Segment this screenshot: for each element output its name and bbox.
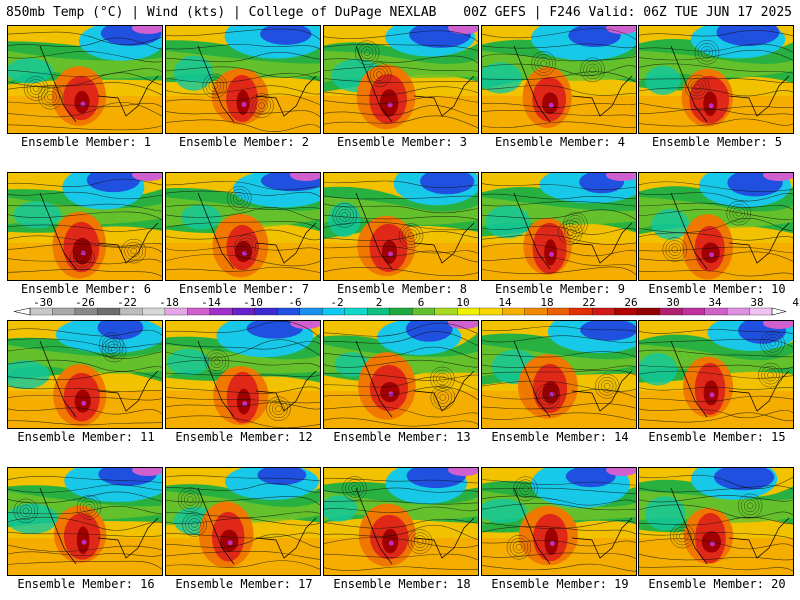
colorbar-segment bbox=[97, 307, 121, 316]
ensemble-member-label: Ensemble Member: 15 bbox=[648, 430, 786, 444]
colorbar-segment bbox=[299, 307, 323, 316]
colorbar-tick-label: 6 bbox=[418, 296, 425, 309]
colorbar-segment bbox=[74, 307, 98, 316]
ensemble-member-label: Ensemble Member: 13 bbox=[333, 430, 471, 444]
colorbar-tick-label: -14 bbox=[201, 296, 221, 309]
colorbar-tick-label: 10 bbox=[456, 296, 469, 309]
colorbar-segment bbox=[29, 307, 53, 316]
colorbar-segment bbox=[659, 307, 683, 316]
colorbar-segment bbox=[636, 307, 661, 316]
colorbar-tick-label: -22 bbox=[117, 296, 137, 309]
map-title: 850mb Temp (°C) | Wind (kts) | College o… bbox=[6, 5, 437, 20]
ensemble-map-panel bbox=[7, 467, 163, 576]
ensemble-member-label: Ensemble Member: 20 bbox=[648, 577, 786, 591]
ensemble-map-panel bbox=[323, 172, 479, 281]
colorbar-segment bbox=[232, 307, 256, 316]
colorbar-segment bbox=[479, 307, 503, 316]
ensemble-member-label: Ensemble Member: 12 bbox=[175, 430, 313, 444]
colorbar-segment bbox=[209, 307, 233, 316]
temperature-colorbar: -30 -26 -22 -18 -14 -10 -6 -2 2 6 10 14 18 22 26 30 34 38… bbox=[13, 296, 800, 316]
ensemble-map-panel bbox=[481, 320, 637, 429]
colorbar-segment bbox=[681, 307, 705, 316]
colorbar-left-arrow bbox=[13, 307, 31, 316]
colorbar-segment bbox=[164, 307, 188, 316]
colorbar-segment bbox=[187, 307, 211, 316]
ensemble-member-label: Ensemble Member: 3 bbox=[336, 135, 468, 149]
colorbar-tick-label: -18 bbox=[159, 296, 179, 309]
ensemble-member-label: Ensemble Member: 1 bbox=[20, 135, 152, 149]
ensemble-member-label: Ensemble Member: 17 bbox=[175, 577, 313, 591]
colorbar-tick-label: 30 bbox=[666, 296, 679, 309]
ensemble-map-panel bbox=[481, 467, 637, 576]
ensemble-member-label: Ensemble Member: 18 bbox=[333, 577, 471, 591]
colorbar-tick-label: -6 bbox=[288, 296, 301, 309]
ensemble-map-panel bbox=[323, 320, 479, 429]
colorbar-segment bbox=[52, 307, 76, 316]
colorbar-right-arrow bbox=[771, 307, 787, 316]
ensemble-member-label: Ensemble Member: 9 bbox=[494, 282, 626, 296]
ensemble-member-label: Ensemble Member: 5 bbox=[651, 135, 783, 149]
colorbar-segment bbox=[614, 307, 638, 316]
colorbar-tick-label: 2 bbox=[376, 296, 383, 309]
colorbar-segment bbox=[524, 307, 548, 316]
ensemble-member-label: Ensemble Member: 14 bbox=[491, 430, 629, 444]
colorbar-tick-label: 14 bbox=[498, 296, 512, 309]
ensemble-member-label: Ensemble Member: 2 bbox=[178, 135, 310, 149]
ensemble-map-panel bbox=[323, 467, 479, 576]
colorbar-tick-label: -10 bbox=[243, 296, 263, 309]
colorbar-tick-label: 34 bbox=[708, 296, 722, 309]
colorbar-tick-label: 18 bbox=[540, 296, 553, 309]
ensemble-map-panel bbox=[323, 25, 479, 134]
colorbar-segment bbox=[502, 307, 526, 316]
colorbar-segment bbox=[591, 307, 616, 316]
ensemble-map-panel bbox=[638, 320, 794, 429]
ensemble-map-panel bbox=[165, 172, 321, 281]
colorbar-segment bbox=[547, 307, 571, 316]
colorbar-segment bbox=[704, 307, 728, 316]
ensemble-member-label: Ensemble Member: 10 bbox=[648, 282, 786, 296]
colorbar-segment bbox=[749, 307, 773, 316]
ensemble-member-label: Ensemble Member: 4 bbox=[494, 135, 626, 149]
colorbar-segment bbox=[254, 307, 278, 316]
colorbar-segment bbox=[119, 307, 143, 316]
ensemble-map-panel bbox=[165, 25, 321, 134]
colorbar-segment bbox=[457, 307, 481, 316]
ensemble-map-panel bbox=[7, 320, 163, 429]
ensemble-map-panel bbox=[165, 320, 321, 429]
model-run-info: 00Z GEFS | F246 Valid: 06Z TUE JUN 17 20… bbox=[463, 5, 792, 20]
colorbar-segment bbox=[277, 307, 301, 316]
ensemble-member-label: Ensemble Member: 19 bbox=[491, 577, 629, 591]
colorbar-segment bbox=[344, 307, 368, 316]
colorbar-tick-label: -30 bbox=[33, 296, 53, 309]
colorbar-segment bbox=[569, 307, 593, 316]
colorbar-segment bbox=[367, 307, 391, 316]
colorbar-segment bbox=[412, 307, 436, 316]
ensemble-map-panel bbox=[7, 172, 163, 281]
ensemble-map-panel bbox=[481, 25, 637, 134]
ensemble-member-label: Ensemble Member: 16 bbox=[17, 577, 155, 591]
colorbar-segment bbox=[142, 307, 166, 316]
colorbar-tick-label: 22 bbox=[582, 296, 595, 309]
ensemble-map-panel bbox=[638, 172, 794, 281]
colorbar-segment bbox=[389, 307, 413, 316]
ensemble-map-panel bbox=[481, 172, 637, 281]
ensemble-map-panel bbox=[7, 25, 163, 134]
colorbar-segment bbox=[434, 307, 458, 316]
colorbar-tick-label: -26 bbox=[75, 296, 95, 309]
ensemble-map-panel bbox=[165, 467, 321, 576]
ensemble-member-label: Ensemble Member: 8 bbox=[336, 282, 468, 296]
ensemble-map-panel bbox=[638, 25, 794, 134]
ensemble-map-panel bbox=[638, 467, 794, 576]
colorbar-tick-label: 26 bbox=[624, 296, 637, 309]
colorbar-segment bbox=[726, 307, 750, 316]
ensemble-member-label: Ensemble Member: 7 bbox=[178, 282, 310, 296]
colorbar-segment bbox=[322, 307, 346, 316]
colorbar-tick-label: -2 bbox=[330, 296, 343, 309]
colorbar-tick-label: 38 bbox=[750, 296, 763, 309]
ensemble-member-label: Ensemble Member: 6 bbox=[20, 282, 152, 296]
colorbar-tick-label: 42 bbox=[792, 296, 800, 309]
ensemble-member-label: Ensemble Member: 11 bbox=[17, 430, 155, 444]
